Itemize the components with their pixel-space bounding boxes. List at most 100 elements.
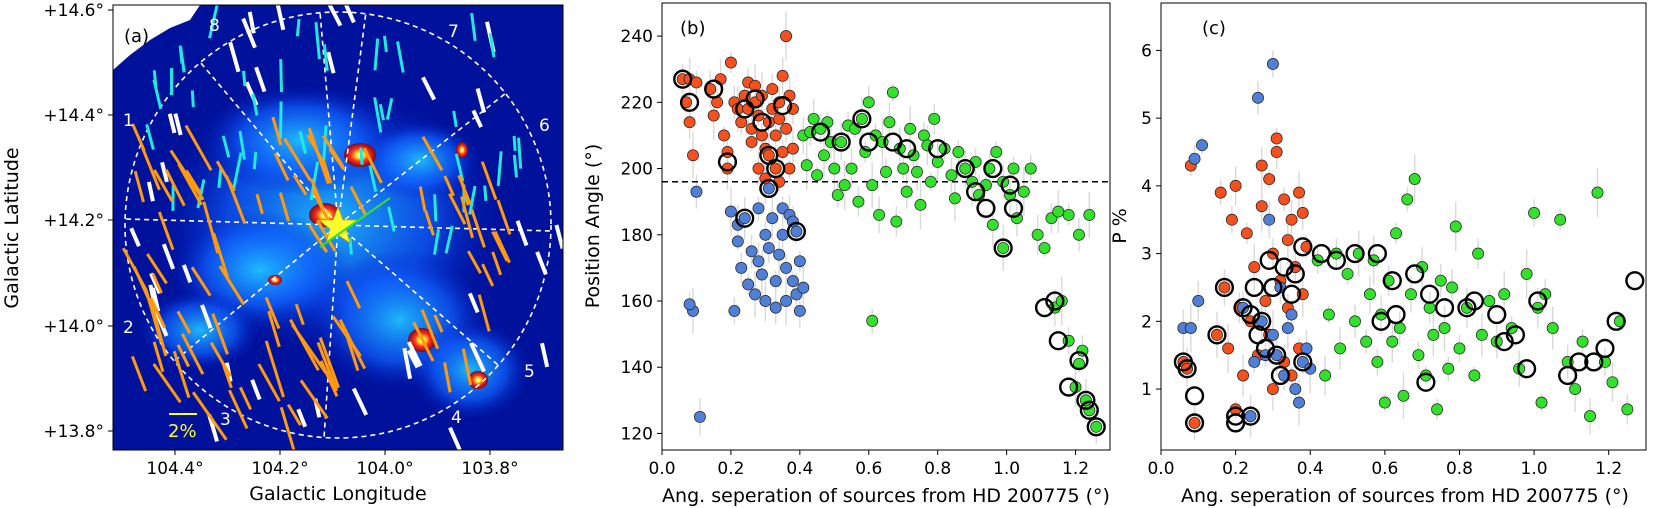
data-point-blue [780, 261, 793, 274]
ytick-label: +14.0° [43, 317, 104, 337]
highlight-ring [1405, 264, 1425, 284]
highlight-ring [1285, 264, 1305, 284]
highlight-ring [735, 208, 755, 228]
data-point-orange [1248, 261, 1261, 274]
data-point-orange [1293, 186, 1305, 199]
ytick-label: 2 [1141, 312, 1152, 332]
polarization-vector [418, 186, 427, 212]
data-point-green [1584, 410, 1596, 423]
data-point-green [990, 146, 1003, 158]
polarization-vector [496, 151, 503, 186]
xtick-label: 0.6 [1371, 459, 1398, 479]
data-point-orange [687, 149, 699, 162]
polarization-vector [169, 149, 205, 201]
data-point-green [1031, 228, 1044, 241]
data-point-green [807, 112, 820, 125]
data-point-blue [745, 245, 758, 258]
data-point-blue [769, 275, 782, 288]
polarization-vector [296, 408, 308, 428]
polarization-vector [467, 292, 480, 314]
polarization-vector [172, 350, 191, 399]
data-point-green [828, 162, 841, 175]
polarization-vector [176, 310, 192, 334]
sector-label-3: 3 [220, 410, 231, 430]
data-point-green [1528, 207, 1541, 219]
data-point-green [914, 199, 927, 211]
highlight-ring [1263, 277, 1283, 298]
data-point-green [1390, 227, 1402, 240]
polarization-vector [483, 185, 488, 202]
data-point-green [866, 314, 879, 327]
xtick-label: 0.2 [717, 459, 744, 479]
data-point-green [855, 112, 868, 125]
data-point-orange [1266, 383, 1279, 395]
polarization-vector [251, 93, 259, 116]
data-point-green [1606, 376, 1619, 389]
ytick-label: 220 [621, 93, 653, 113]
data-point-blue [1266, 58, 1279, 70]
data-point-green [1017, 185, 1030, 198]
data-point-green [1052, 205, 1065, 218]
polarization-vector [396, 41, 405, 73]
highlight-ring [1569, 352, 1589, 372]
data-point-green [1423, 301, 1436, 314]
data-point-green [911, 165, 923, 178]
polarization-vector [279, 59, 283, 93]
polarization-vector [331, 315, 362, 358]
highlight-rings [673, 69, 1106, 437]
data-point-orange [780, 122, 793, 135]
highlight-ring [1326, 250, 1346, 270]
polarization-vector [257, 363, 281, 402]
panel-a-xlabel: Galactic Longitude [249, 483, 426, 505]
polarization-vector [443, 362, 452, 393]
polarization-vector [264, 340, 285, 398]
polarization-vector [299, 379, 329, 420]
polarization-vector [250, 379, 262, 401]
data-point-green [1468, 369, 1481, 382]
highlight-ring [773, 96, 793, 116]
highlight-ring [1059, 377, 1079, 397]
sector-labels: 1 2 3 4 5 6 7 8 [123, 16, 550, 430]
data-point-green [1073, 228, 1085, 241]
data-point-orange [762, 149, 775, 162]
polarization-vector [273, 152, 290, 182]
polarization-vector [345, 280, 362, 309]
data-point-green [1083, 208, 1096, 221]
polarization-vector [470, 208, 486, 248]
data-point-green [948, 192, 961, 205]
data-point-blue [1289, 383, 1302, 395]
data-point-green [1334, 342, 1347, 355]
panel-b-label: (b) [680, 18, 705, 39]
data-point-green [1453, 342, 1466, 355]
data-point-blue [793, 255, 806, 268]
data-point-orange [1259, 295, 1272, 307]
data-point-orange [1255, 200, 1268, 213]
data-point-green [1576, 335, 1589, 348]
polarization-vector [218, 265, 246, 306]
polarization-vector [212, 232, 229, 278]
panel-c-label: (c) [1202, 18, 1226, 39]
data-point-blue [1188, 152, 1201, 165]
data-point-blue [790, 225, 803, 238]
polarization-vector [294, 303, 305, 326]
polarization-vector [359, 147, 364, 165]
polarization-vector [322, 44, 329, 71]
data-point-orange [1255, 159, 1268, 172]
data-point-green [1434, 274, 1447, 287]
data-point-blue [1285, 308, 1298, 321]
polarization-vector [471, 109, 483, 128]
data-point-green [1322, 308, 1335, 321]
data-point-green [1360, 335, 1373, 348]
polarization-vector [145, 124, 155, 150]
data-point-green [873, 208, 886, 221]
ytick-label: 5 [1141, 109, 1152, 129]
ytick-label: +14.4° [43, 106, 104, 126]
polarization-vector [318, 336, 340, 389]
highlight-ring [1345, 243, 1365, 264]
data-point-green [1397, 389, 1410, 402]
highlight-ring [1003, 198, 1024, 218]
highlight-ring [1606, 311, 1626, 331]
polarization-vector [181, 264, 193, 284]
polarization-vector [322, 125, 328, 163]
highlight-ring [1244, 277, 1264, 298]
